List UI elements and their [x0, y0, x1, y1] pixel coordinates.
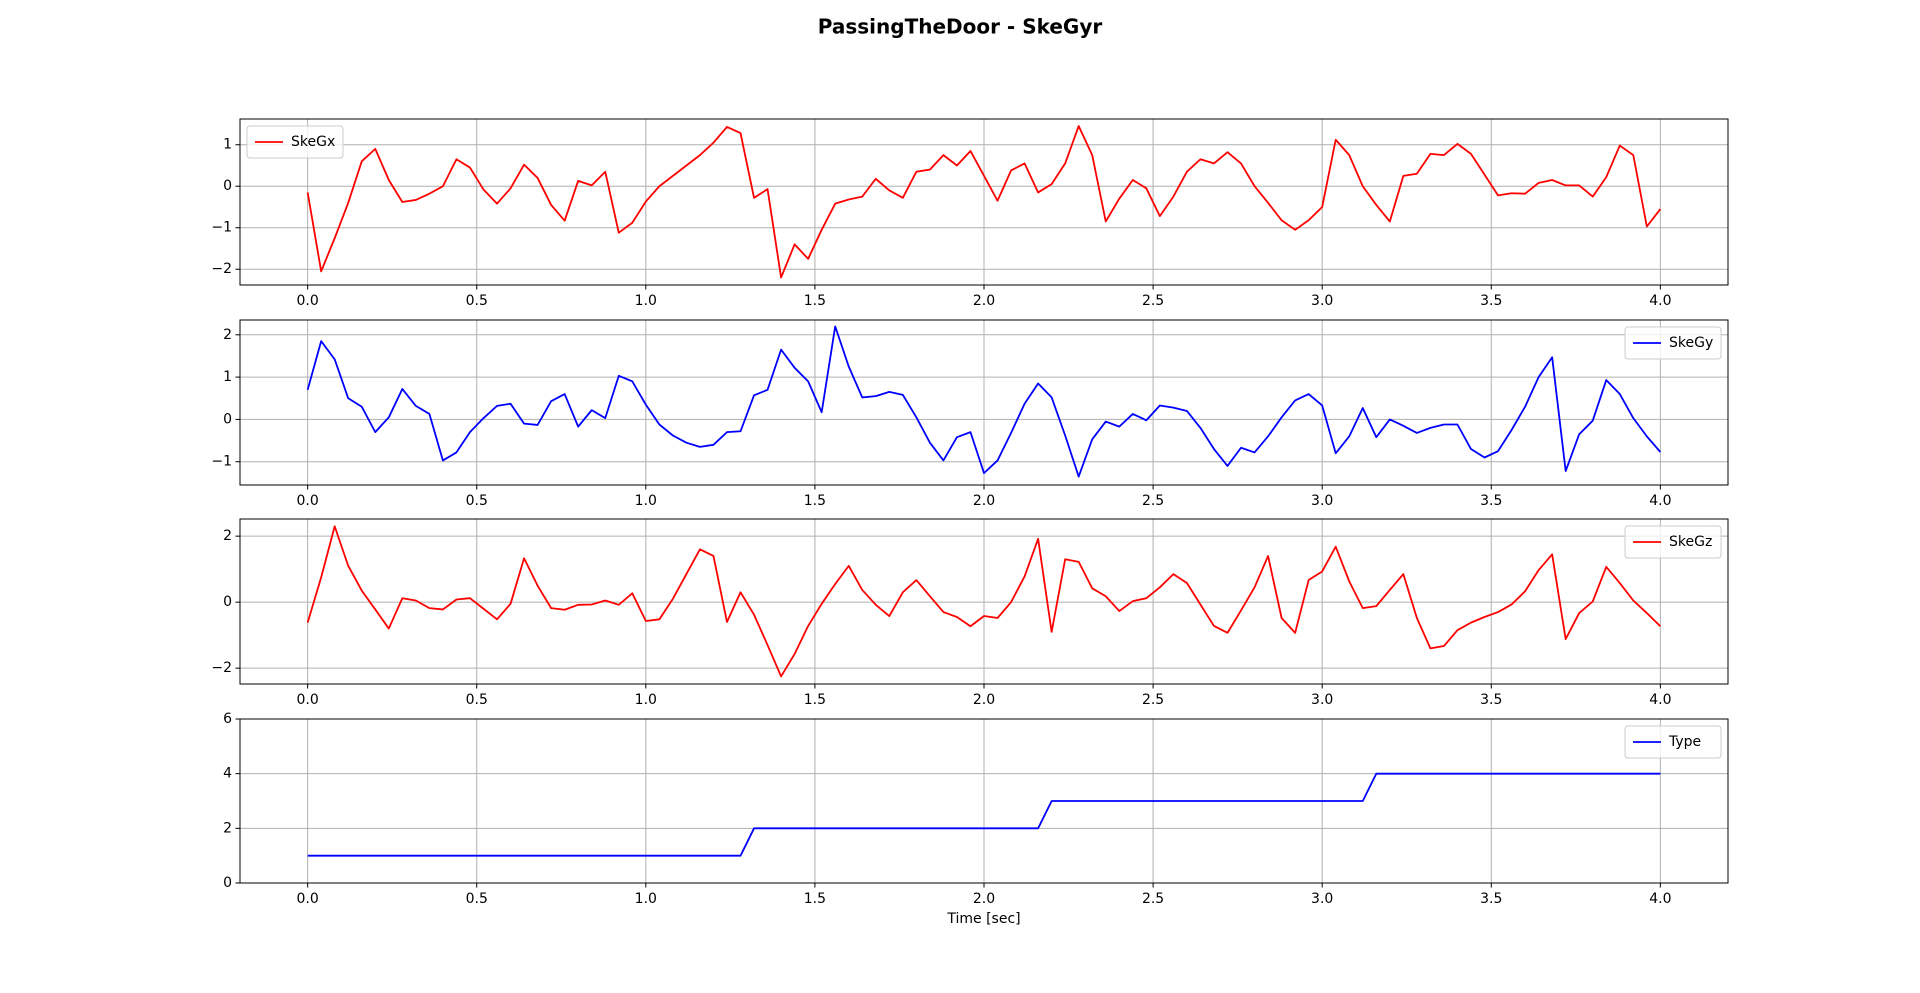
x-tick-label: 3.0 [1311, 493, 1333, 509]
x-tick-label: 3.0 [1311, 293, 1333, 309]
x-tick-label: 2.0 [973, 891, 995, 907]
x-axis-label: Time [sec] [946, 911, 1020, 927]
axes-frame [239, 319, 1729, 486]
plot-area [306, 525, 1661, 678]
x-tick-label: 0.0 [297, 692, 319, 708]
x-tick-label: 1.5 [804, 293, 826, 309]
y-tick-label: 0 [223, 594, 232, 610]
x-tick-label: 3.5 [1480, 692, 1502, 708]
x-tick-label: 3.0 [1311, 692, 1333, 708]
data-line [307, 772, 1661, 857]
x-tick-label: 2.5 [1142, 493, 1164, 509]
legend-box [1624, 326, 1722, 360]
figure-title: PassingTheDoor - SkeGyr [818, 15, 1103, 39]
subplot: 0.0 0.5 1.0 1.5 2.0 2.5 3.0 3.5 4.0 0 2 4 6 Time [sec… [223, 711, 1729, 927]
legend: Type [1624, 725, 1722, 759]
x-tick-label: 0.5 [466, 293, 488, 309]
x-tick-label: 1.0 [635, 293, 657, 309]
x-tick-label: 2.0 [973, 692, 995, 708]
axes-frame [239, 118, 1729, 286]
plot-area [306, 125, 1662, 279]
x-tick-label: 0.5 [466, 692, 488, 708]
x-tick-label: 4.0 [1649, 692, 1671, 708]
legend: SkeGy [1624, 326, 1722, 360]
legend-box [1624, 525, 1722, 559]
x-tick-label: 0.0 [297, 493, 319, 509]
legend-box [1624, 725, 1722, 759]
x-tick-label: 0.5 [466, 493, 488, 509]
legend-label: Type [1668, 734, 1701, 750]
y-tick-label: 1 [223, 369, 232, 385]
y-tick-label: 0 [223, 875, 232, 891]
x-tick-label: 0.5 [466, 891, 488, 907]
y-tick-label: −1 [211, 220, 232, 236]
plot-area [307, 772, 1661, 857]
y-tick-label: 0 [223, 411, 232, 427]
x-tick-label: 1.5 [804, 891, 826, 907]
legend-label: SkeGx [291, 134, 335, 150]
y-tick-label: −1 [211, 454, 232, 470]
data-line [306, 525, 1661, 678]
x-tick-label: 2.0 [973, 493, 995, 509]
x-tick-label: 4.0 [1649, 493, 1671, 509]
x-tick-label: 2.0 [973, 293, 995, 309]
y-tick-label: 1 [223, 137, 232, 153]
y-tick-label: 2 [223, 528, 232, 544]
plot-area [306, 325, 1662, 478]
legend-box [246, 125, 344, 159]
x-tick-label: 1.5 [804, 493, 826, 509]
legend-label: SkeGy [1669, 335, 1713, 351]
data-line [306, 125, 1662, 279]
x-tick-label: 4.0 [1649, 293, 1671, 309]
x-tick-label: 1.5 [804, 692, 826, 708]
x-tick-label: 2.5 [1142, 891, 1164, 907]
data-line [306, 325, 1662, 478]
y-tick-label: 2 [223, 820, 232, 836]
legend: SkeGx [246, 125, 344, 159]
subplot: 0.0 0.5 1.0 1.5 2.0 2.5 3.0 3.5 4.0 −2 −1 0 1 SkeGx [211, 118, 1729, 309]
x-tick-label: 1.0 [635, 493, 657, 509]
legend-label: SkeGz [1669, 534, 1712, 550]
x-tick-label: 0.0 [297, 293, 319, 309]
x-tick-label: 2.5 [1142, 293, 1164, 309]
y-tick-label: −2 [211, 261, 232, 277]
y-tick-label: 4 [223, 766, 232, 782]
x-tick-label: 0.0 [297, 891, 319, 907]
x-tick-label: 3.5 [1480, 493, 1502, 509]
subplot: 0.0 0.5 1.0 1.5 2.0 2.5 3.0 3.5 4.0 −2 0 2 SkeGz [211, 518, 1729, 708]
y-tick-label: 6 [223, 711, 232, 727]
y-tick-label: −2 [211, 660, 232, 676]
y-tick-label: 2 [223, 327, 232, 343]
x-tick-label: 1.0 [635, 692, 657, 708]
axes-frame [239, 718, 1729, 884]
y-tick-label: 0 [223, 178, 232, 194]
subplot: 0.0 0.5 1.0 1.5 2.0 2.5 3.0 3.5 4.0 −1 0 1 2 SkeGy [211, 319, 1729, 509]
x-tick-label: 3.0 [1311, 891, 1333, 907]
x-tick-label: 2.5 [1142, 692, 1164, 708]
x-tick-label: 3.5 [1480, 891, 1502, 907]
x-tick-label: 3.5 [1480, 293, 1502, 309]
legend: SkeGz [1624, 525, 1722, 559]
x-tick-label: 4.0 [1649, 891, 1671, 907]
axes-frame [239, 518, 1729, 685]
x-tick-label: 1.0 [635, 891, 657, 907]
